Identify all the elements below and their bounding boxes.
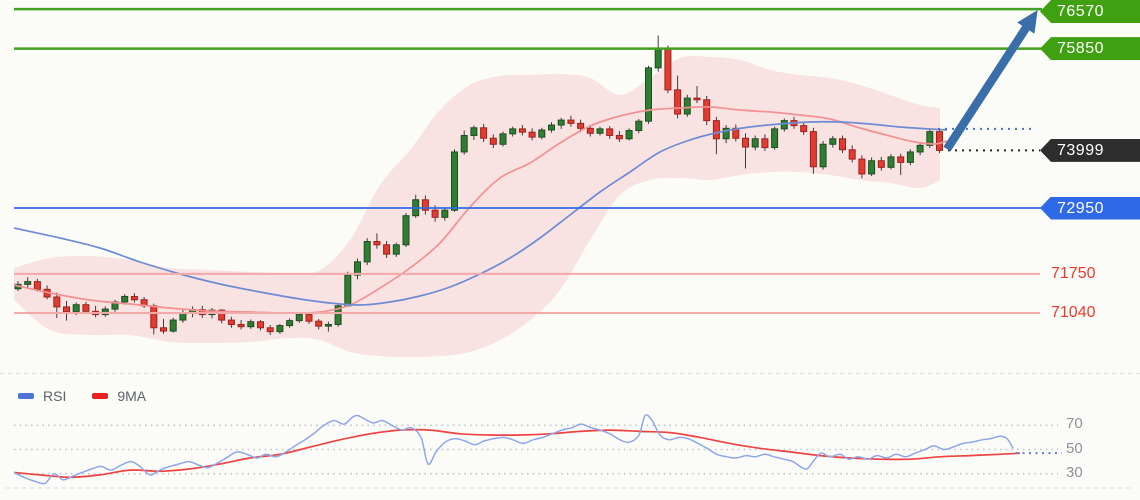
9ma-legend-label: 9MA bbox=[117, 388, 147, 404]
price-level-tag-resistance-far[interactable]: 76570 bbox=[1040, 0, 1140, 23]
indicator-legend: RSI 9MA bbox=[18, 388, 146, 404]
rsi-panel bbox=[13, 414, 1062, 485]
moving-averages bbox=[13, 106, 948, 314]
price-level-tag-support[interactable]: 72950 bbox=[1040, 196, 1140, 220]
legend-item-rsi[interactable]: RSI bbox=[18, 388, 66, 404]
projection-arrow bbox=[943, 10, 1038, 152]
current-price-tag[interactable]: 73999 bbox=[1040, 138, 1140, 162]
rsi-axis-tick-70: 70 bbox=[1066, 415, 1083, 433]
price-levels bbox=[14, 7, 1042, 314]
rsi-color-swatch bbox=[18, 393, 34, 399]
rsi-axis-tick-50: 50 bbox=[1066, 439, 1083, 457]
legend-item-9ma[interactable]: 9MA bbox=[92, 388, 146, 404]
9ma-color-swatch bbox=[92, 393, 109, 399]
minor-level-label-lower: 71040 bbox=[1051, 303, 1096, 321]
volatility-band bbox=[14, 56, 940, 357]
rsi-line bbox=[13, 414, 1014, 485]
panel-dividers bbox=[0, 372, 1140, 489]
rsi-9ma-line bbox=[13, 428, 1021, 479]
candlestick-series bbox=[14, 35, 943, 335]
rsi-legend-label: RSI bbox=[43, 388, 67, 404]
minor-level-label-upper: 71750 bbox=[1051, 264, 1096, 282]
rsi-axis-tick-30: 30 bbox=[1066, 463, 1083, 481]
price-level-tag-resistance-near[interactable]: 75850 bbox=[1040, 37, 1140, 61]
